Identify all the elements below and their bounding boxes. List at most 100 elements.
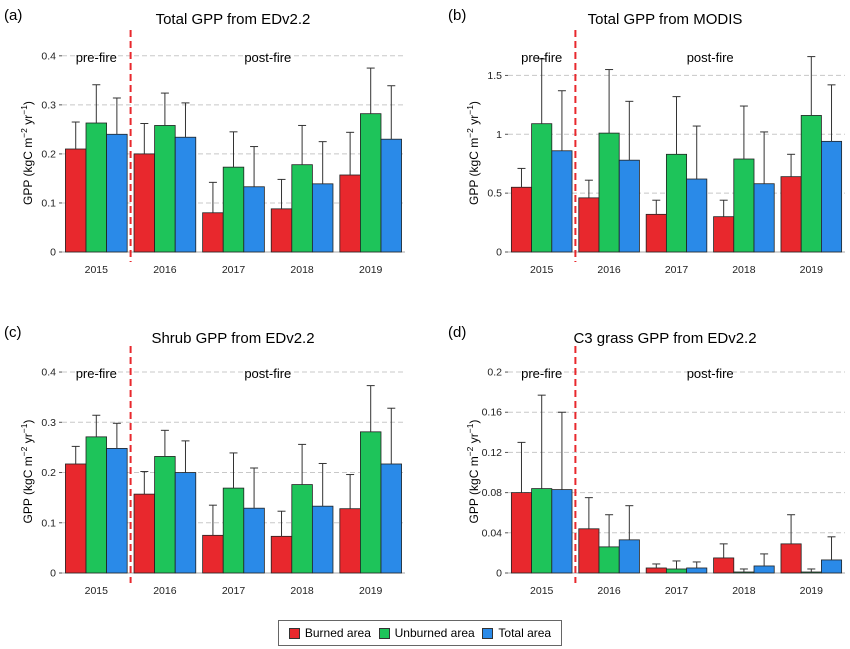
bar	[551, 489, 573, 574]
bar	[753, 183, 775, 253]
x-tick-label: 2016	[597, 585, 621, 597]
bar	[174, 472, 197, 574]
bar	[360, 431, 382, 574]
bar	[578, 197, 600, 253]
bar	[618, 539, 640, 574]
legend-item-unburned: Unburned area	[378, 626, 475, 640]
bar	[821, 140, 843, 253]
y-tick-label: 0	[496, 247, 502, 259]
x-tick-label: 2015	[530, 264, 554, 276]
bar	[665, 568, 688, 574]
y-axis-label: GPP (kgC m−2 yr−1)	[465, 101, 481, 205]
bar	[339, 508, 361, 574]
bar	[598, 546, 620, 574]
annotation-pre-fire: pre-fire	[521, 366, 562, 381]
x-tick-label: 2018	[732, 585, 756, 597]
bar	[380, 138, 402, 253]
bar	[360, 113, 382, 253]
y-tick-label: 0.16	[482, 407, 503, 419]
legend-swatch-burned	[288, 627, 300, 639]
bar	[65, 148, 87, 253]
bar	[598, 132, 620, 253]
y-tick-label: 0.2	[487, 367, 502, 379]
x-tick-label: 2015	[530, 585, 554, 597]
bar	[202, 212, 224, 253]
legend-label-burned: Burned area	[304, 626, 371, 640]
annotation-post-fire: post-fire	[244, 366, 291, 381]
chart-panel-3: (c) Shrub GPP from EDv2.2 0 0.1 0.2 0.3 0.4 GPP…	[4, 324, 405, 597]
bar	[222, 487, 245, 574]
bar	[154, 456, 176, 574]
panel-letter: (b)	[448, 7, 466, 24]
chart-title: Total GPP from MODIS	[588, 11, 743, 28]
y-tick-label: 0.1	[41, 197, 56, 209]
bar	[510, 492, 532, 574]
x-tick-label: 2018	[290, 585, 314, 597]
x-tick-label: 2017	[222, 264, 246, 276]
chart-panel-2: (b) Total GPP from MODIS 0 0.5 1 1.5 GPP (kgC …	[448, 7, 845, 276]
bar	[713, 557, 735, 574]
x-tick-label: 2019	[359, 585, 383, 597]
annotation-pre-fire: pre-fire	[76, 366, 117, 381]
annotation-post-fire: post-fire	[687, 366, 734, 381]
y-tick-label: 0	[496, 568, 502, 580]
bar	[821, 559, 843, 574]
x-tick-label: 2016	[153, 264, 177, 276]
bar	[780, 176, 802, 253]
y-tick-label: 0.08	[482, 487, 503, 499]
y-tick-label: 1	[496, 129, 502, 141]
bar	[311, 183, 334, 253]
y-tick-label: 0	[50, 568, 56, 580]
y-tick-label: 0.2	[41, 467, 56, 479]
x-tick-label: 2015	[85, 264, 109, 276]
bar	[291, 164, 313, 253]
bar	[733, 571, 755, 574]
bar	[645, 567, 667, 574]
x-tick-label: 2017	[222, 585, 246, 597]
bar	[800, 571, 822, 574]
legend-item-burned: Burned area	[288, 626, 371, 640]
x-tick-label: 2019	[800, 585, 824, 597]
y-axis-label: GPP (kgC m−2 yr−1)	[19, 420, 35, 524]
y-tick-label: 0.04	[482, 527, 503, 539]
y-tick-label: 0.2	[41, 148, 56, 160]
bar	[270, 208, 293, 253]
panel-letter: (a)	[4, 7, 22, 24]
bar	[65, 463, 87, 574]
y-tick-label: 0.3	[41, 417, 56, 429]
bar	[85, 122, 107, 253]
bar	[578, 528, 600, 574]
bar	[106, 133, 128, 253]
bar	[133, 153, 156, 253]
bar	[665, 153, 688, 253]
bar	[174, 136, 197, 253]
x-tick-label: 2019	[800, 264, 824, 276]
bar	[618, 159, 640, 253]
y-tick-label: 0.4	[41, 367, 56, 379]
legend: Burned area Unburned area Total area	[278, 620, 562, 646]
bar	[243, 186, 265, 253]
bar	[106, 448, 128, 574]
bar	[222, 166, 245, 253]
bar	[85, 436, 107, 574]
bar	[202, 534, 224, 574]
bar	[686, 178, 708, 253]
y-tick-label: 0.12	[482, 447, 503, 459]
bar	[713, 216, 735, 253]
bar	[551, 150, 573, 253]
bar	[380, 463, 402, 574]
bar	[531, 123, 553, 253]
x-tick-label: 2016	[597, 264, 621, 276]
chart-panel-1: (a) Total GPP from EDv2.2 0 0.1 0.2 0.3 0.4 GPP…	[4, 7, 405, 276]
legend-label-total: Total area	[498, 626, 552, 640]
y-tick-label: 1.5	[487, 70, 502, 82]
y-tick-label: 0.4	[41, 50, 56, 62]
annotation-pre-fire: pre-fire	[76, 50, 117, 65]
legend-swatch-total	[482, 627, 494, 639]
x-tick-label: 2017	[665, 585, 689, 597]
bar	[154, 125, 176, 253]
y-tick-label: 0	[50, 247, 56, 259]
x-tick-label: 2018	[732, 264, 756, 276]
bar	[800, 115, 822, 253]
